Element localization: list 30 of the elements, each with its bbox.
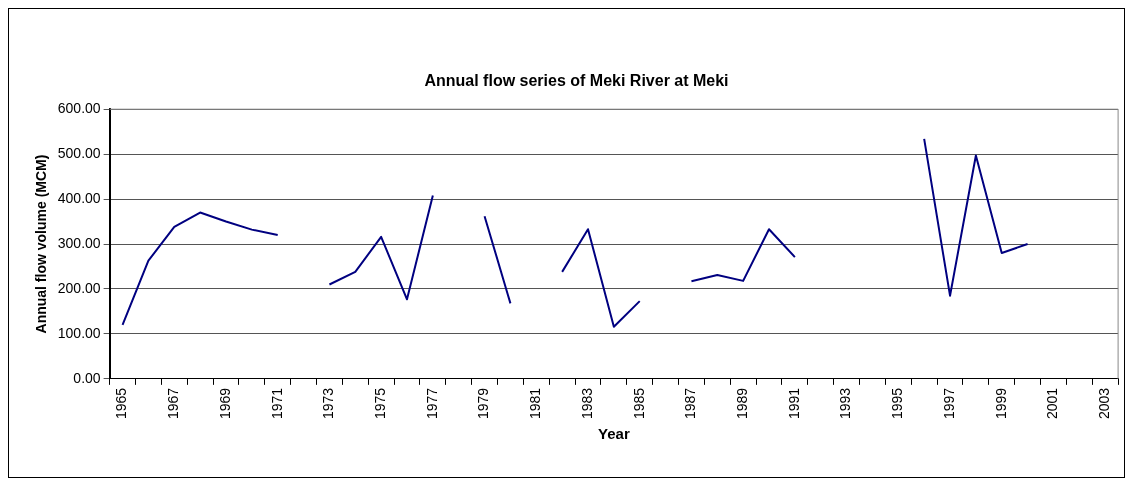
x-tick-label: 1983 xyxy=(578,387,595,420)
y-tick-label: 300.00 xyxy=(57,234,101,251)
y-tick-label: 600.00 xyxy=(57,100,101,117)
x-tick-label: 1975 xyxy=(371,387,388,420)
x-tick-label: 1993 xyxy=(837,387,854,420)
y-tick-label: 0.00 xyxy=(73,369,101,386)
x-tick-label: 1971 xyxy=(268,387,285,420)
y-tick-label: 500.00 xyxy=(57,145,101,161)
x-tick-label: 1997 xyxy=(940,387,957,420)
x-tick-label: 1965 xyxy=(113,387,130,420)
x-tick-label: 2003 xyxy=(1096,387,1113,420)
x-tick-label: 1977 xyxy=(423,387,440,420)
y-tick-label: 200.00 xyxy=(57,279,101,296)
x-tick-label: 1969 xyxy=(216,387,233,420)
x-tick-label: 1989 xyxy=(734,387,751,420)
y-tick-label: 100.00 xyxy=(57,324,101,341)
x-tick-label: 1987 xyxy=(682,387,699,420)
chart-title: Annual flow series of Meki River at Meki xyxy=(424,72,729,90)
x-tick-label: 1985 xyxy=(630,387,647,420)
x-tick-label: 1973 xyxy=(320,387,337,420)
x-tick-label: 1999 xyxy=(992,387,1009,420)
x-axis-title: Year xyxy=(598,425,630,443)
y-axis-title: Annual flow volume (MCM) xyxy=(33,154,50,334)
x-tick-label: 2001 xyxy=(1044,387,1061,420)
y-tick-label: 400.00 xyxy=(57,189,101,206)
x-tick-label: 1967 xyxy=(165,387,182,420)
x-tick-label: 1981 xyxy=(527,387,544,420)
x-tick-label: 1991 xyxy=(785,387,802,420)
x-tick-label: 1979 xyxy=(475,387,492,420)
x-tick-label: 1995 xyxy=(889,387,906,420)
